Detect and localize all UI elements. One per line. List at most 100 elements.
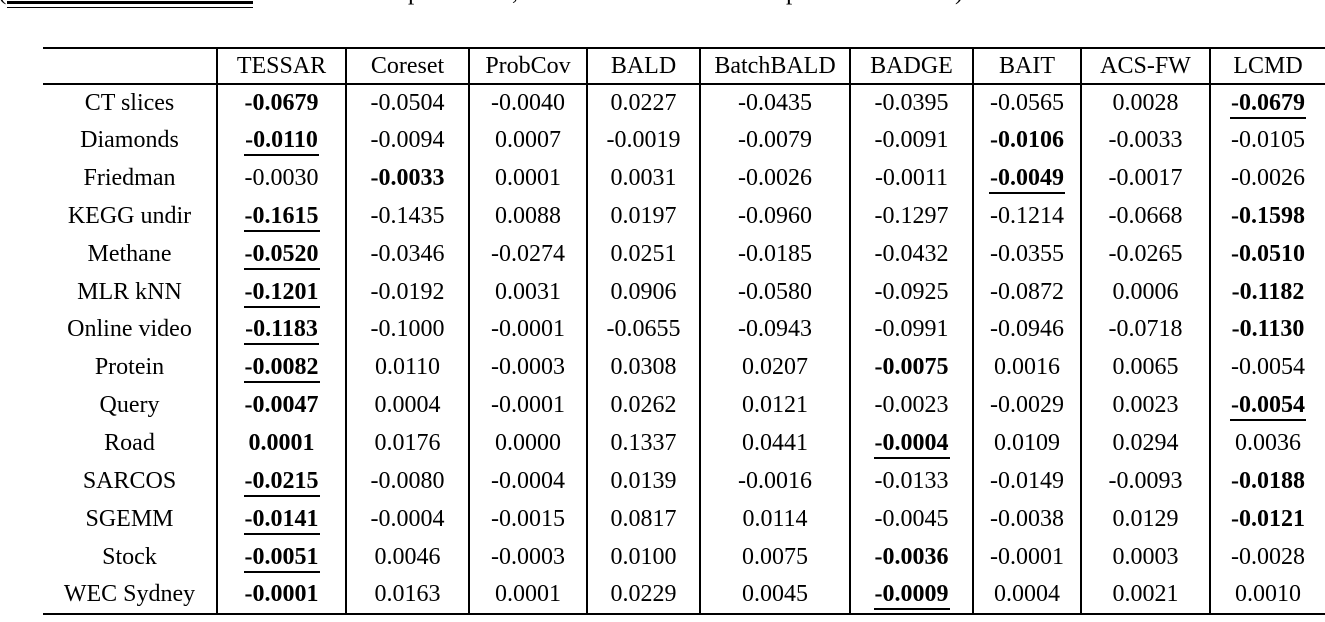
value-text: 0.0294: [1112, 430, 1179, 457]
value-text: 0.0121: [742, 392, 808, 419]
value-cell: -0.0946: [972, 311, 1081, 349]
value-text: -0.0274: [491, 240, 565, 267]
value-cell: 0.1337: [586, 424, 700, 463]
value-cell: -0.0110: [216, 121, 346, 160]
value-text: -0.0082: [243, 354, 320, 384]
value-cell: -0.0265: [1080, 235, 1210, 274]
value-text: -0.0435: [738, 89, 812, 116]
value-text: -0.0432: [874, 240, 949, 267]
value-text: 0.0010: [1235, 580, 1301, 607]
header-cell: ProbCov: [468, 47, 587, 85]
value-text: -0.0655: [606, 316, 681, 343]
value-text: -0.0049: [989, 165, 1065, 195]
value-cell: -0.0023: [849, 386, 973, 425]
value-text: -0.0001: [491, 316, 565, 343]
value-cell: 0.0294: [1080, 424, 1210, 463]
value-text: -0.0036: [874, 543, 949, 570]
value-cell: -0.0149: [972, 462, 1081, 501]
value-text: -0.0003: [491, 354, 565, 381]
value-text: -0.0030: [244, 165, 319, 192]
value-cell: -0.0003: [468, 348, 587, 387]
corner-cell: [43, 47, 217, 85]
value-cell: -0.0679: [216, 84, 346, 122]
value-text: -0.1598: [1231, 202, 1305, 229]
value-text: -0.0040: [491, 89, 565, 116]
value-cell: -0.0991: [849, 311, 973, 349]
value-cell: 0.0004: [972, 575, 1081, 615]
results-table-container: TESSAR Coreset ProbCov BALD BatchBALD BADGE BA…: [43, 47, 1325, 615]
value-text: -0.0504: [370, 89, 445, 116]
value-text: -0.0110: [244, 127, 319, 157]
table-row: CT slices -0.0679 -0.0504 -0.0040 0.0227 -0.0…: [43, 84, 1325, 122]
value-cell: -0.0017: [1080, 159, 1210, 198]
value-text: -0.0346: [370, 240, 445, 267]
clipped-caption-underline: [7, 6, 253, 8]
value-cell: 0.0036: [1209, 424, 1325, 463]
table-row: Diamonds -0.0110 -0.0094 0.0007 -0.0019 -0.00…: [43, 121, 1325, 160]
value-text: 0.0088: [495, 202, 561, 229]
value-cell: -0.0033: [345, 159, 469, 198]
value-cell: 0.0010: [1209, 575, 1325, 615]
value-text: 0.0075: [742, 543, 808, 570]
value-text: 0.0036: [1235, 430, 1301, 457]
value-cell: 0.0075: [699, 538, 850, 576]
value-text: 0.1337: [610, 430, 677, 457]
value-text: -0.0075: [874, 354, 949, 381]
value-text: -0.0355: [990, 240, 1064, 267]
value-cell: 0.0308: [586, 348, 700, 387]
value-text: -0.1297: [874, 202, 949, 229]
value-cell: -0.0054: [1209, 348, 1325, 387]
value-cell: -0.0045: [849, 500, 973, 539]
clipped-caption-fragment: (: [0, 0, 6, 4]
value-cell: -0.0510: [1209, 235, 1325, 274]
value-text: -0.0033: [1108, 127, 1183, 154]
value-cell: 0.0001: [468, 575, 587, 615]
row-label: Stock: [102, 543, 157, 570]
value-cell: 0.0007: [468, 121, 587, 160]
value-cell: -0.0668: [1080, 197, 1210, 236]
clipped-caption-fragment: p: [408, 0, 421, 4]
value-cell: -0.0004: [849, 424, 973, 463]
value-text: 0.0031: [610, 165, 677, 192]
value-cell: 0.0001: [216, 424, 346, 463]
value-text: 0.0006: [1112, 278, 1179, 305]
value-text: 0.0023: [1112, 392, 1179, 419]
value-text: 0.0817: [610, 505, 677, 532]
value-text: -0.0960: [738, 202, 812, 229]
value-text: 0.0045: [742, 580, 808, 607]
value-text: -0.0015: [491, 505, 565, 532]
clipped-caption-fragment: ): [955, 0, 963, 4]
value-text: 0.0129: [1112, 505, 1179, 532]
value-cell: -0.0435: [699, 84, 850, 122]
value-text: -0.0106: [990, 127, 1064, 154]
value-cell: -0.0001: [216, 575, 346, 615]
results-table-body: CT slices -0.0679 -0.0504 -0.0040 0.0227 -0.0…: [43, 84, 1325, 615]
value-text: 0.0441: [742, 430, 808, 457]
value-text: -0.1615: [243, 202, 320, 232]
value-cell: -0.1598: [1209, 197, 1325, 236]
header-cell: Coreset: [345, 47, 469, 85]
value-cell: 0.0028: [1080, 84, 1210, 122]
value-cell: 0.0229: [586, 575, 700, 615]
value-cell: -0.0009: [849, 575, 973, 615]
value-text: 0.0197: [610, 202, 677, 229]
header-cell: BAIT: [972, 47, 1081, 85]
value-cell: 0.0100: [586, 538, 700, 576]
value-cell: 0.0176: [345, 424, 469, 463]
clipped-caption-fragment: ,: [512, 0, 518, 4]
value-text: -0.1183: [244, 316, 319, 346]
table-row: Online video -0.1183 -0.1000 -0.0001 -0.0655…: [43, 311, 1325, 349]
value-cell: -0.0960: [699, 197, 850, 236]
value-text: -0.0080: [370, 467, 445, 494]
value-text: -0.0038: [990, 505, 1064, 532]
value-cell: 0.0006: [1080, 273, 1210, 312]
value-text: -0.0872: [990, 278, 1064, 305]
value-text: -0.0028: [1231, 543, 1305, 570]
value-text: -0.0033: [370, 165, 445, 192]
value-cell: 0.0031: [468, 273, 587, 312]
value-text: -0.0011: [874, 165, 949, 192]
value-cell: -0.0040: [468, 84, 587, 122]
value-cell: -0.0133: [849, 462, 973, 501]
value-text: -0.0029: [990, 392, 1064, 419]
header-cell: BALD: [586, 47, 700, 85]
